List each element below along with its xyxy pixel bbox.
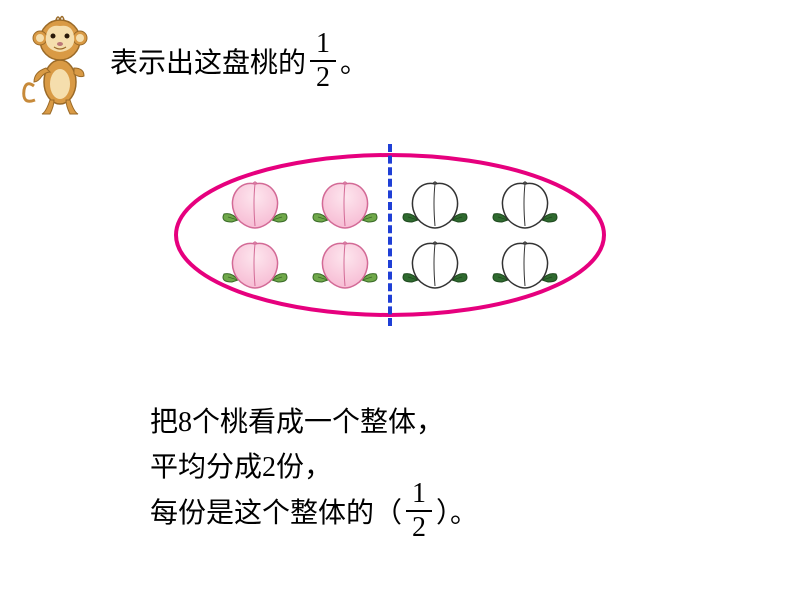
peaches-left-group xyxy=(215,178,385,293)
line3-prefix: 每份是这个整体的（ xyxy=(150,491,402,531)
line3-fraction: 1 2 xyxy=(406,480,432,542)
peach-pink xyxy=(220,178,290,233)
peach-plate xyxy=(170,150,610,320)
explanation-line-3: 每份是这个整体的（ 1 2 ）。 xyxy=(150,480,478,542)
plate-divider xyxy=(388,144,392,326)
peach-pink xyxy=(310,178,380,233)
peach-white xyxy=(400,238,470,293)
explanation-line-1: 把8个桃看成一个整体， xyxy=(150,400,444,440)
peach-pink xyxy=(220,238,290,293)
title-prefix: 表示出这盘桃的 xyxy=(110,41,306,81)
fraction-numerator: 1 xyxy=(406,480,432,510)
fraction-denominator: 2 xyxy=(406,512,432,542)
line3-suffix: ）。 xyxy=(436,491,478,531)
peach-white xyxy=(490,178,560,233)
explanation-line-2: 平均分成2份， xyxy=(150,445,332,485)
peach-white xyxy=(490,238,560,293)
title-suffix: 。 xyxy=(340,41,368,81)
fraction-denominator: 2 xyxy=(310,62,336,92)
peaches-right-group xyxy=(395,178,565,293)
title-text: 表示出这盘桃的 1 2 。 xyxy=(110,30,368,92)
fraction-numerator: 1 xyxy=(310,30,336,60)
peach-white xyxy=(400,178,470,233)
peach-pink xyxy=(310,238,380,293)
title-fraction: 1 2 xyxy=(310,30,336,92)
monkey-icon xyxy=(20,10,100,120)
